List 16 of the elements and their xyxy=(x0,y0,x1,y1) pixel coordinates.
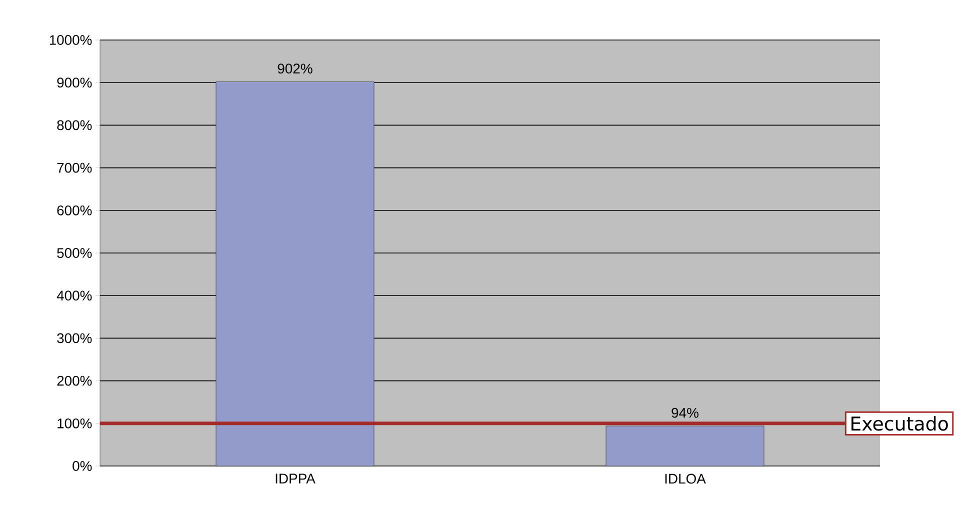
y-tick-label: 100% xyxy=(58,418,92,428)
y-tick-label: 300% xyxy=(57,333,92,344)
y-tick-label: 400% xyxy=(56,290,92,301)
y-tick-label: 600% xyxy=(57,205,92,216)
y-tick-label: 1000% xyxy=(50,35,92,45)
y-tick-label: 700% xyxy=(57,162,92,173)
y-tick-label: 500% xyxy=(57,248,92,258)
data-label: 94% xyxy=(672,408,698,418)
y-tick-label: 0% xyxy=(72,461,92,471)
y-tick-label: 900% xyxy=(57,78,92,88)
x-tick-label: IDLOA xyxy=(665,474,706,484)
ref-line-label: Executado xyxy=(852,416,948,431)
data-label: 902% xyxy=(278,64,312,74)
x-tick-label: IDPPA xyxy=(276,474,316,484)
y-tick-label: 800% xyxy=(57,120,92,130)
y-tick-label: 200% xyxy=(57,376,92,386)
